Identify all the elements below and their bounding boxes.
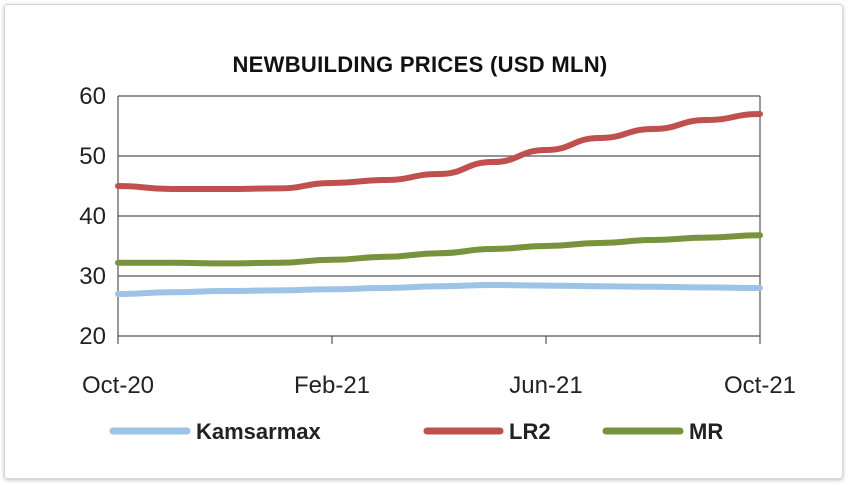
legend-label-kamsarmax: Kamsarmax [196,419,322,444]
y-tick-label: 30 [79,263,106,290]
y-tick-label: 40 [79,203,106,230]
series-line-kamsarmax [115,281,763,297]
legend: Kamsarmax LR2 MR [109,419,723,444]
series-lines [115,111,763,297]
x-tick-label: Feb-21 [294,372,370,399]
x-tick-label: Oct-20 [82,372,154,399]
legend-label-mr: MR [689,419,723,444]
x-tick-label: Jun-21 [509,372,582,399]
y-tick-label: 20 [79,323,106,350]
y-axis-ticks: 20 30 40 50 60 [79,83,106,350]
x-tick-label: Oct-21 [724,372,796,399]
series-line-mr [115,232,763,267]
y-tick-label: 60 [79,83,106,110]
legend-label-lr2: LR2 [509,419,551,444]
series-line-lr2 [115,111,763,192]
x-axis-ticks: Oct-20 Feb-21 Jun-21 Oct-21 [82,336,796,399]
gridlines [118,95,760,337]
y-tick-label: 50 [79,143,106,170]
chart-title: NEWBUILDING PRICES (USD MLN) [232,52,607,77]
chart-card [4,4,843,479]
